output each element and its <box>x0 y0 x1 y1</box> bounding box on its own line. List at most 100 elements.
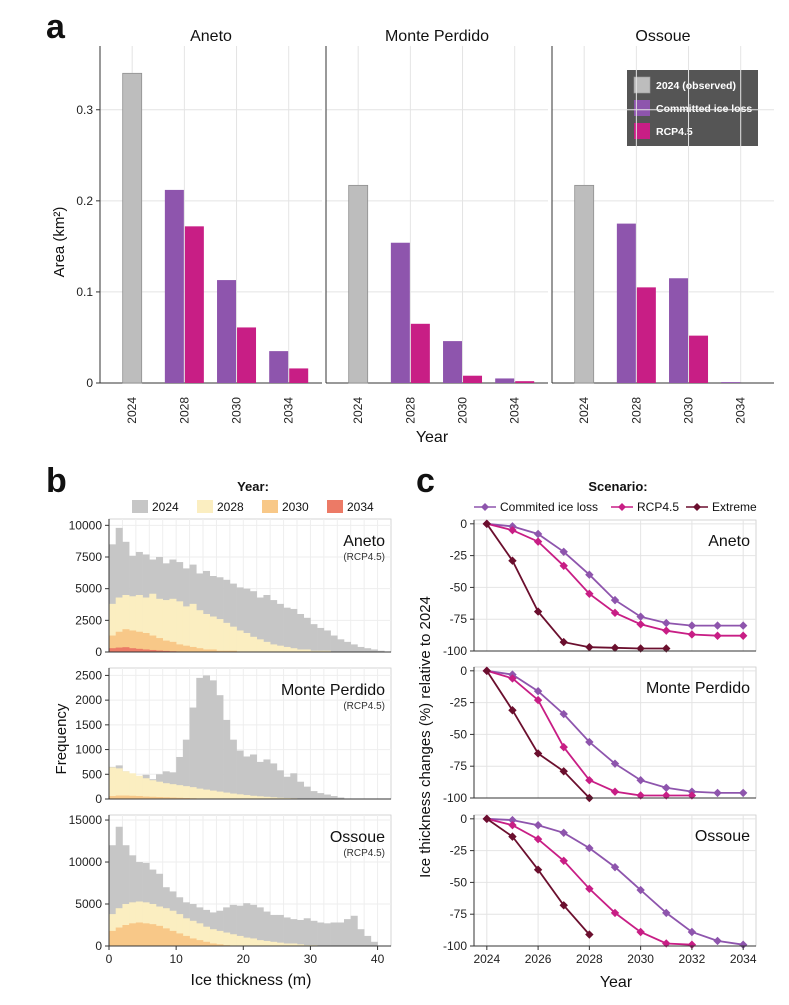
x-tick-label: 20 <box>237 952 251 966</box>
bar-rcp45 <box>411 324 430 383</box>
hist-bar-2028 <box>243 633 250 652</box>
x-tick-label: 10 <box>169 952 183 966</box>
hist-bar-2028 <box>176 785 183 799</box>
y-tick-label: -100 <box>443 939 467 953</box>
hist-bar-2024 <box>351 916 358 946</box>
legend-label-c-extreme: Extreme <box>712 500 757 514</box>
hist-bar-2024 <box>270 763 277 799</box>
hist-bar-2028 <box>203 790 210 799</box>
hist-bar-2028 <box>263 642 270 652</box>
facet-title: Monte Perdido <box>281 682 385 699</box>
y-tick-label: 5000 <box>75 582 102 596</box>
hist-bar-2024 <box>243 756 250 799</box>
facet-title: Ossoue <box>695 828 750 845</box>
y-tick-label: 0 <box>460 664 467 678</box>
y-tick-label: -75 <box>450 759 468 773</box>
bar-rcp45 <box>185 226 204 383</box>
hist-bar-2024 <box>344 642 351 652</box>
hist-bar-2030 <box>196 940 203 946</box>
hist-bar-2028 <box>257 639 264 652</box>
y-tick-label: 0 <box>95 792 102 806</box>
hist-bar-2028 <box>284 647 291 652</box>
hist-bar-2024 <box>324 630 331 652</box>
legend-marker-committed <box>481 503 489 511</box>
x-tick-label: 30 <box>304 952 318 966</box>
hist-bar-2024 <box>250 755 257 799</box>
hist-bar-2024 <box>357 929 364 946</box>
y-tick-label: 2000 <box>75 693 102 707</box>
bar-rcp45 <box>463 376 482 383</box>
x-tick-label: 2030 <box>456 397 470 424</box>
y-tick-label: 2500 <box>75 613 102 627</box>
facet-title: Aneto <box>190 28 232 45</box>
bar-observed <box>349 185 368 383</box>
bar-committed <box>617 224 636 383</box>
hist-bar-2024 <box>190 708 197 799</box>
hist-bar-2028 <box>223 623 230 652</box>
x-tick-label: 2034 <box>730 952 757 966</box>
hist-bar-2030 <box>122 925 129 946</box>
hist-bar-2028 <box>196 610 203 652</box>
y-tick-label: -50 <box>450 580 468 594</box>
hist-bar-2028 <box>216 619 223 652</box>
y-tick-label: -25 <box>450 696 468 710</box>
hist-bar-2024 <box>284 917 291 946</box>
hist-bar-2024 <box>331 922 338 946</box>
hist-bar-2024 <box>344 919 351 946</box>
hist-bar-2030 <box>129 923 136 946</box>
y-tick-label: -100 <box>443 791 467 805</box>
hist-bar-2028 <box>270 942 277 946</box>
hist-bar-2030 <box>156 926 163 946</box>
hist-bar-2024 <box>203 675 210 799</box>
hist-bar-2028 <box>169 784 176 799</box>
hist-bar-2030 <box>169 931 176 946</box>
hist-bar-2030 <box>190 938 197 946</box>
y-tick-label: -50 <box>450 875 468 889</box>
hist-bar-2024 <box>310 624 317 652</box>
y-tick-label: 0.3 <box>76 103 93 117</box>
hist-bar-2028 <box>250 938 257 946</box>
hist-bar-2024 <box>310 791 317 799</box>
hist-bar-2030 <box>122 796 129 799</box>
hist-bar-2028 <box>237 794 244 799</box>
hist-bar-2028 <box>243 938 250 946</box>
panel-b-legend-title: Year: <box>237 479 269 494</box>
hist-bar-2028 <box>223 793 230 799</box>
bar-observed <box>575 185 594 383</box>
hist-bar-2024 <box>317 628 324 652</box>
hist-bar-2028 <box>183 786 190 799</box>
y-tick-label: 0 <box>460 517 467 531</box>
y-tick-label: -75 <box>450 612 468 626</box>
x-tick-label: 2032 <box>679 952 706 966</box>
hist-bar-2028 <box>163 783 170 799</box>
hist-bar-2028 <box>270 644 277 652</box>
bar-committed <box>391 243 410 383</box>
legend-label-2030: 2030 <box>282 500 309 514</box>
facet-title: Monte Perdido <box>385 28 489 45</box>
y-tick-label: 0 <box>460 812 467 826</box>
y-tick-label: -100 <box>443 644 467 658</box>
hist-bar-2024 <box>270 600 277 652</box>
x-tick-label: 2024 <box>473 952 500 966</box>
hist-bar-2024 <box>297 614 304 652</box>
hist-bar-2024 <box>364 936 371 946</box>
hist-bar-2034 <box>116 648 123 652</box>
x-tick-label: 2024 <box>125 397 139 424</box>
hist-bar-2024 <box>290 919 297 946</box>
facet-title: Ossoue <box>330 829 385 846</box>
hist-bar-2028 <box>143 778 150 799</box>
panel-a-xlabel: Year <box>416 429 449 446</box>
x-tick-label: 2024 <box>577 397 591 424</box>
bar-committed <box>443 341 462 383</box>
hist-bar-2024 <box>277 604 284 652</box>
hist-bar-2030 <box>183 936 190 946</box>
x-tick-label: 2028 <box>629 397 643 424</box>
hist-bar-2024 <box>230 740 237 799</box>
bar-observed <box>123 73 142 383</box>
hist-bar-2028 <box>210 791 217 799</box>
hist-bar-2028 <box>216 931 223 946</box>
hist-bar-2030 <box>163 641 170 652</box>
x-tick-label: 2028 <box>403 397 417 424</box>
hist-bar-2028 <box>230 627 237 652</box>
legend-marker-extreme <box>693 503 701 511</box>
